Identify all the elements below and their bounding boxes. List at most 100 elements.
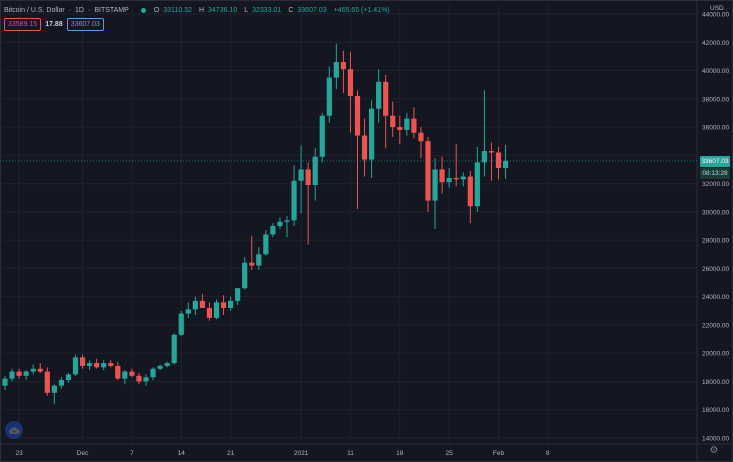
candle-body <box>326 77 332 116</box>
candle-body <box>376 81 382 109</box>
candle-body <box>312 156 318 186</box>
candle-body <box>150 368 156 378</box>
candle-body <box>30 368 36 372</box>
candle-body <box>157 365 163 369</box>
candle-body <box>256 254 262 266</box>
bar-countdown-tag: 08:13:28 <box>700 168 730 179</box>
candle-body <box>220 302 227 308</box>
open-value: 33110.32 <box>163 6 192 14</box>
gear-icon[interactable]: ⚙ <box>709 445 719 456</box>
candle-body <box>101 363 107 368</box>
close-label: C <box>288 6 294 14</box>
price-axis-label: 38000.00 <box>702 96 729 103</box>
candle-body <box>58 380 64 386</box>
candle-body <box>94 363 100 368</box>
candle-body <box>2 378 8 386</box>
candle-body <box>72 357 79 375</box>
candle-body <box>16 371 22 376</box>
candle-body <box>425 141 431 201</box>
market-open-dot-icon <box>140 7 146 13</box>
candle-body <box>411 118 417 133</box>
time-axis-label: Dec <box>77 450 89 457</box>
high-label: H <box>198 6 205 14</box>
candle-body <box>340 62 346 70</box>
candle-body <box>474 162 480 207</box>
price-axis-label: 40000.00 <box>702 68 729 75</box>
time-axis-label: 23 <box>15 450 23 457</box>
candle-body <box>333 62 339 78</box>
candle-body <box>298 169 304 181</box>
symbol-name[interactable]: Bitcoin / U.S. Dollar <box>4 6 65 14</box>
current-price-tag: 33607.03 <box>700 156 730 167</box>
candle-body <box>23 371 29 376</box>
price-axis-label: 26000.00 <box>702 266 729 273</box>
interval-label[interactable]: 1D <box>75 6 84 14</box>
candle-body <box>305 169 311 186</box>
candle-body <box>199 300 205 308</box>
time-axis-label: 18 <box>396 450 404 457</box>
candle-body <box>432 169 438 201</box>
candle-body <box>122 371 128 379</box>
candle-body <box>383 81 389 116</box>
candle-body <box>319 115 325 157</box>
candle-body <box>206 307 213 318</box>
buy-price-button[interactable]: 33607.03 <box>66 18 104 31</box>
time-axis-label: 11 <box>347 450 354 457</box>
candle-body <box>439 169 445 183</box>
quote-row: 33589.15 17.88 33607.03 <box>4 18 104 31</box>
exchange-label: BITSTAMP <box>94 6 129 14</box>
price-axis-label: 28000.00 <box>702 238 729 245</box>
candle-body <box>488 151 495 153</box>
candle-body <box>242 262 248 289</box>
candle-body <box>164 363 170 366</box>
candle-body <box>481 151 487 163</box>
time-axis-label: 21 <box>227 450 235 457</box>
candle-body <box>171 334 177 364</box>
candle-body <box>495 152 502 169</box>
candle-body <box>390 115 396 128</box>
candle-body <box>418 132 424 142</box>
candle-body <box>37 368 43 372</box>
high-value: 34736.10 <box>208 6 238 14</box>
candle-body <box>108 363 114 366</box>
candle-body <box>129 371 135 376</box>
candle-body <box>361 135 368 160</box>
candle-body <box>397 127 403 130</box>
candle-body <box>235 288 241 301</box>
candle-body <box>284 220 290 222</box>
close-value: 33607.03 <box>297 6 327 14</box>
candle-body <box>404 118 410 130</box>
candle-body <box>467 176 473 207</box>
candle-body <box>115 365 121 379</box>
time-axis-label: 7 <box>130 450 134 457</box>
candle-body <box>277 221 283 226</box>
time-axis-label: Feb <box>493 450 505 457</box>
price-axis-label: 24000.00 <box>702 294 729 301</box>
candle-body <box>354 95 361 136</box>
price-axis-label: 14000.00 <box>702 436 729 443</box>
cloud-logo-icon[interactable] <box>5 421 23 439</box>
candle-body <box>263 234 269 255</box>
low-label: L <box>244 6 249 14</box>
candle-body <box>136 375 142 382</box>
open-label: O <box>153 6 160 14</box>
candle-body <box>9 371 15 379</box>
candle-body <box>460 176 466 180</box>
price-axis-label: 20000.00 <box>702 351 729 358</box>
price-axis-label: 18000.00 <box>702 379 729 386</box>
candle-body <box>87 363 93 366</box>
low-value: 32333.01 <box>252 6 282 14</box>
sell-price-button[interactable]: 33589.15 <box>4 18 42 31</box>
price-axis-label: 16000.00 <box>702 407 729 414</box>
candle-body <box>178 313 184 335</box>
candle-body <box>185 309 191 314</box>
candle-body <box>291 180 297 221</box>
candle-body <box>44 371 50 393</box>
candle-body <box>347 69 354 96</box>
candle-body <box>369 108 375 160</box>
time-axis-label: 14 <box>178 450 186 457</box>
candle-body <box>446 177 452 183</box>
price-axis-label: 44000.00 <box>702 12 729 19</box>
